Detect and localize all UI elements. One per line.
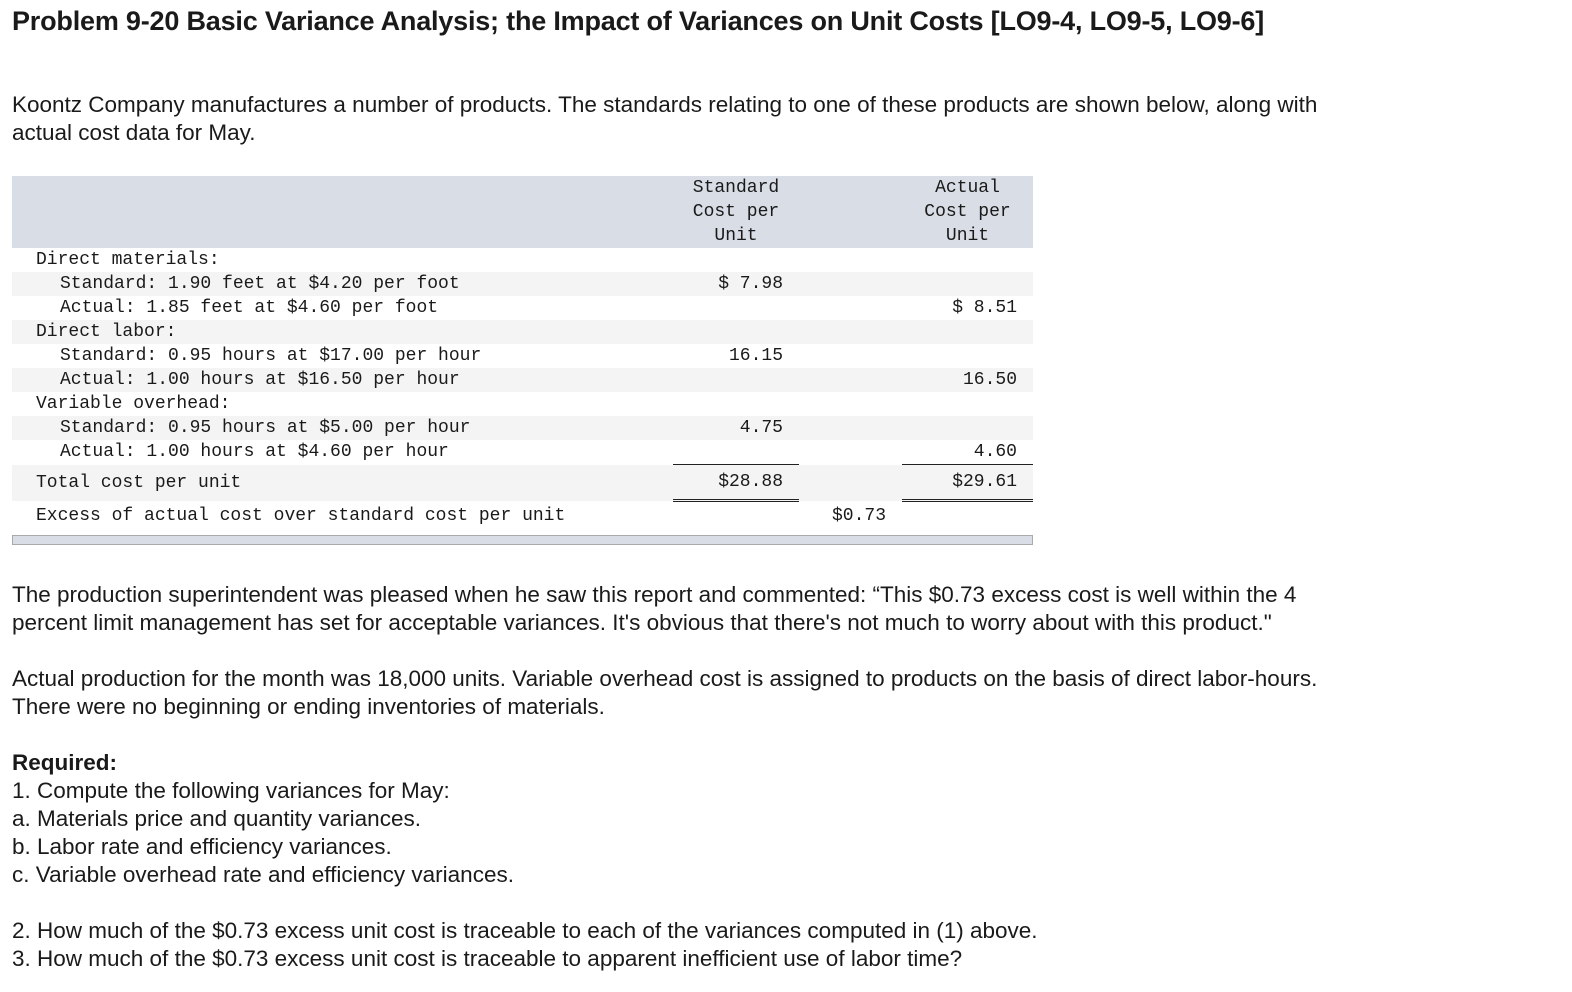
para3-line-1: Actual production for the month was 18,0… xyxy=(12,666,1318,691)
total-row: Total cost per unit $28.88 $29.61 xyxy=(12,464,1033,502)
cost-table: Standard Cost per Unit Actual Cost per U… xyxy=(12,176,1033,532)
question-2: 2. How much of the $0.73 excess unit cos… xyxy=(12,918,1038,943)
table-row: Direct labor: xyxy=(12,320,1033,344)
required-item: b. Labor rate and efficiency variances. xyxy=(12,834,392,859)
table-row: Actual: 1.00 hours at $4.60 per hour 4.60 xyxy=(12,440,1033,465)
required-item: c. Variable overhead rate and efficiency… xyxy=(12,862,514,887)
table-row: Actual: 1.85 feet at $4.60 per foot $ 8.5… xyxy=(60,298,1017,318)
excess-row: Excess of actual cost over standard cost… xyxy=(36,506,886,527)
header-standard: Standard Cost per Unit xyxy=(673,176,799,248)
question-3: 3. How much of the $0.73 excess unit cos… xyxy=(12,946,963,971)
table-row: Direct materials: xyxy=(36,250,220,270)
header-blank xyxy=(12,176,673,248)
table-row: Standard: 1.90 feet at $4.20 per foot $ 7… xyxy=(12,272,1033,296)
para3-line-2: There were no beginning or ending invent… xyxy=(12,694,605,719)
required-item: 1. Compute the following variances for M… xyxy=(12,778,450,803)
table-footer-bar xyxy=(12,535,1033,545)
intro-line-2: actual cost data for May. xyxy=(12,120,256,145)
required-item: a. Materials price and quantity variance… xyxy=(12,806,421,831)
table-row: Standard: 0.95 hours at $17.00 per hour 1… xyxy=(60,346,783,366)
intro-line-1: Koontz Company manufactures a number of … xyxy=(12,92,1318,117)
header-actual: Actual Cost per Unit xyxy=(902,176,1033,248)
para2-line-1: The production superintendent was please… xyxy=(12,582,1297,607)
table-row: Standard: 0.95 hours at $5.00 per hour 4.… xyxy=(12,416,1033,440)
para2-line-2: percent limit management has set for acc… xyxy=(12,610,1272,635)
table-row: Variable overhead: xyxy=(36,394,231,414)
table-row: Actual: 1.00 hours at $16.50 per hour 16.… xyxy=(12,368,1033,392)
page-title: Problem 9-20 Basic Variance Analysis; th… xyxy=(12,6,1264,36)
required-heading: Required: xyxy=(12,750,118,775)
